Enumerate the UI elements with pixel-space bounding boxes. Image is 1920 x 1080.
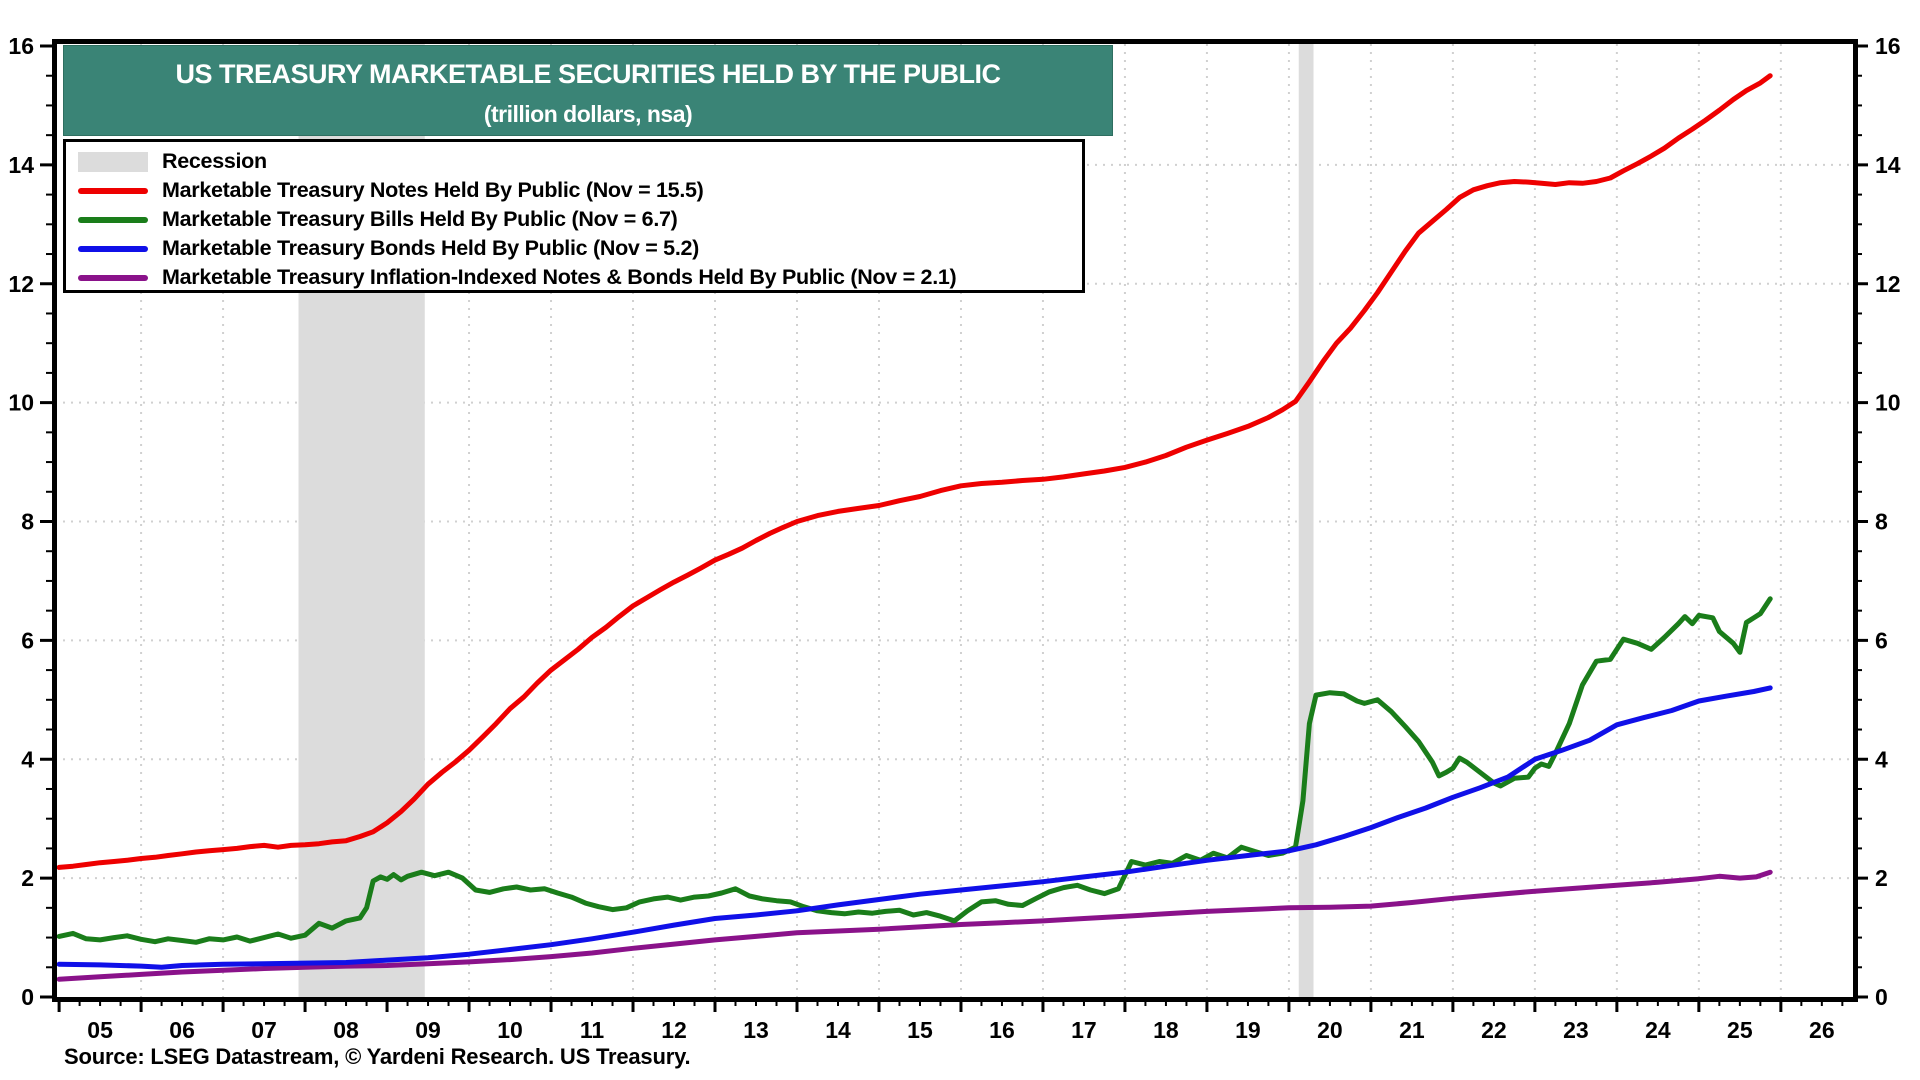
chart-subtitle: (trillion dollars, nsa) xyxy=(483,101,693,127)
y-tick-label-right: 4 xyxy=(1875,746,1888,772)
y-tick-label-left: 0 xyxy=(21,984,34,1010)
series-line-1 xyxy=(56,596,1773,945)
y-tick-label-right: 0 xyxy=(1875,984,1888,1010)
legend-recession-swatch xyxy=(78,151,148,172)
y-tick-label-left: 10 xyxy=(8,390,34,416)
y-tick-label-right: 8 xyxy=(1875,509,1888,535)
legend-label: Marketable Treasury Inflation-Indexed No… xyxy=(162,265,957,289)
legend-item-notes: Marketable Treasury Notes Held By Public… xyxy=(66,176,1082,205)
x-tick-label: 05 xyxy=(87,1017,113,1043)
source-note: Source: LSEG Datastream, © Yardeni Resea… xyxy=(64,1044,691,1069)
x-tick-label: 13 xyxy=(743,1017,769,1043)
y-tick-label-right: 16 xyxy=(1875,33,1901,59)
x-tick-label: 22 xyxy=(1481,1017,1507,1043)
x-tick-label: 23 xyxy=(1563,1017,1589,1043)
chart-title-banner: US TREASURY MARKETABLE SECURITIES HELD B… xyxy=(63,45,1113,136)
chart-title: US TREASURY MARKETABLE SECURITIES HELD B… xyxy=(175,59,1001,89)
legend-label: Marketable Treasury Bonds Held By Public… xyxy=(162,236,700,260)
legend-label: Marketable Treasury Notes Held By Public… xyxy=(162,178,704,202)
y-tick-label-left: 8 xyxy=(21,509,34,535)
y-tick-label-left: 14 xyxy=(8,152,34,178)
legend-label: Recession xyxy=(162,149,267,173)
x-tick-label: 19 xyxy=(1235,1017,1261,1043)
x-tick-label: 06 xyxy=(169,1017,195,1043)
y-tick-label-left: 16 xyxy=(8,33,34,59)
series-line-0 xyxy=(56,73,1773,870)
series-line-3 xyxy=(56,869,1773,982)
x-tick-label: 15 xyxy=(907,1017,933,1043)
legend-item-tips: Marketable Treasury Inflation-Indexed No… xyxy=(66,263,1082,292)
legend-item-recession: Recession xyxy=(66,147,1082,176)
x-tick-label: 21 xyxy=(1399,1017,1425,1043)
y-tick-label-right: 12 xyxy=(1875,271,1901,297)
y-tick-label-left: 12 xyxy=(8,271,34,297)
legend-line-swatch-bills xyxy=(78,216,148,223)
x-tick-label: 12 xyxy=(661,1017,687,1043)
x-tick-label: 24 xyxy=(1645,1017,1671,1043)
x-tick-label: 26 xyxy=(1809,1017,1835,1043)
x-tick-label: 14 xyxy=(825,1017,851,1043)
legend-item-bonds: Marketable Treasury Bonds Held By Public… xyxy=(66,234,1082,263)
x-tick-label: 20 xyxy=(1317,1017,1343,1043)
x-tick-label: 09 xyxy=(415,1017,441,1043)
legend-line-swatch-notes xyxy=(78,187,148,194)
x-tick-label: 11 xyxy=(580,1017,605,1043)
legend: Recession Marketable Treasury Notes Held … xyxy=(63,139,1085,293)
legend-line-swatch-bonds xyxy=(78,245,148,252)
y-tick-label-right: 6 xyxy=(1875,627,1888,653)
x-tick-label: 07 xyxy=(251,1017,277,1043)
x-tick-label: 18 xyxy=(1153,1017,1179,1043)
y-tick-label-right: 10 xyxy=(1875,390,1901,416)
y-tick-label-left: 4 xyxy=(21,746,34,772)
x-tick-label: 08 xyxy=(333,1017,359,1043)
x-tick-label: 17 xyxy=(1071,1017,1097,1043)
legend-label: Marketable Treasury Bills Held By Public… xyxy=(162,207,678,231)
y-tick-label-right: 2 xyxy=(1875,865,1888,891)
x-tick-label: 25 xyxy=(1727,1017,1753,1043)
recession-band xyxy=(1298,44,1314,997)
x-tick-label: 10 xyxy=(497,1017,523,1043)
y-tick-label-left: 2 xyxy=(21,865,34,891)
y-tick-label-left: 6 xyxy=(21,627,34,653)
y-tick-label-right: 14 xyxy=(1875,152,1901,178)
x-tick-label: 16 xyxy=(989,1017,1015,1043)
legend-line-swatch-tips xyxy=(78,274,148,281)
series-line-2 xyxy=(56,685,1773,970)
legend-item-bills: Marketable Treasury Bills Held By Public… xyxy=(66,205,1082,234)
